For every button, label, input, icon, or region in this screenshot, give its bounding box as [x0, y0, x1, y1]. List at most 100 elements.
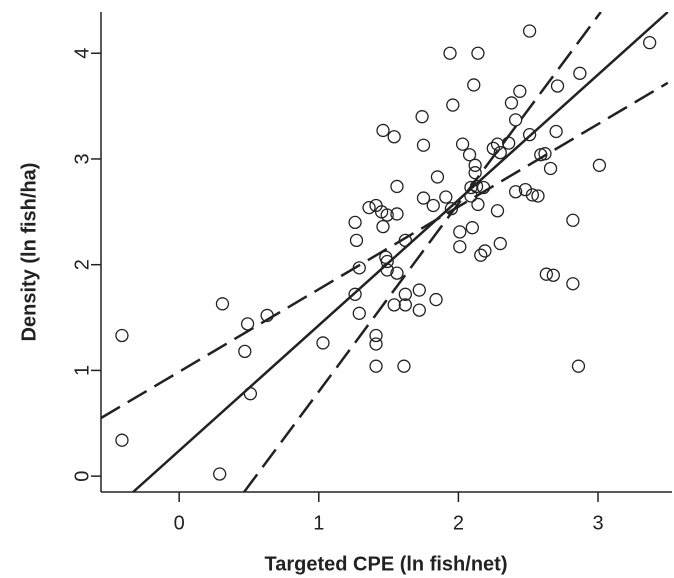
point [426, 198, 440, 213]
point [550, 79, 565, 93]
point [348, 287, 362, 301]
x-tick-label: 1 [313, 512, 324, 534]
point [566, 277, 580, 291]
point [525, 188, 540, 202]
x-tick-label: 2 [453, 512, 464, 534]
point [352, 261, 366, 275]
point [390, 207, 404, 221]
point [215, 297, 230, 311]
point [369, 337, 383, 351]
point [412, 283, 426, 297]
point [398, 233, 412, 248]
point [387, 130, 401, 144]
point [513, 84, 527, 98]
fit-line [132, 12, 669, 492]
point [643, 36, 657, 50]
point [522, 24, 537, 38]
point [380, 208, 394, 222]
point [412, 303, 426, 317]
point [444, 202, 459, 216]
point [502, 136, 516, 150]
dashed-line [101, 81, 669, 420]
point [539, 267, 554, 281]
point [316, 336, 330, 350]
point [592, 158, 607, 172]
point [486, 141, 500, 156]
point [397, 359, 411, 373]
point [522, 127, 537, 142]
point [390, 179, 404, 194]
point [455, 137, 470, 151]
point [240, 317, 255, 331]
point [398, 298, 412, 312]
point [508, 185, 523, 199]
point [243, 387, 258, 401]
point [538, 147, 552, 161]
point [490, 204, 505, 218]
point [543, 161, 558, 176]
point [504, 96, 519, 110]
point [439, 190, 453, 204]
point [465, 221, 480, 235]
point [369, 359, 383, 373]
point [474, 248, 488, 262]
point [462, 148, 477, 162]
point [376, 123, 390, 138]
point [260, 308, 274, 323]
point [362, 200, 376, 215]
point [380, 263, 394, 277]
point [416, 138, 431, 152]
point [348, 215, 362, 230]
point [352, 306, 366, 320]
plot-area [101, 12, 669, 492]
point [508, 113, 523, 127]
point [238, 344, 252, 359]
point [398, 287, 412, 301]
point [476, 180, 491, 195]
point [390, 266, 404, 280]
point [429, 292, 443, 307]
x-tick-label: 0 [174, 512, 185, 534]
point [566, 213, 580, 227]
point [453, 225, 467, 239]
point [478, 244, 492, 258]
point [430, 170, 445, 184]
y-tick-label: 4 [71, 48, 93, 59]
y-tick-label: 1 [71, 365, 93, 376]
point [493, 145, 507, 160]
point [571, 359, 586, 373]
point [376, 219, 390, 234]
point [469, 179, 484, 194]
point [468, 166, 482, 180]
x-axis-title: Targeted CPE (ln fish/net) [265, 553, 508, 575]
point [115, 328, 129, 343]
point [490, 137, 505, 151]
point [213, 467, 227, 481]
y-tick-label: 2 [71, 259, 93, 270]
dashed-line [243, 12, 602, 492]
y-axis-title: Density (ln fish/ha) [18, 163, 40, 342]
x-tick-label: 3 [592, 512, 603, 534]
point [471, 46, 485, 60]
point [443, 46, 457, 60]
y-tick-label: 0 [71, 471, 93, 482]
point [446, 98, 460, 112]
point [416, 191, 431, 205]
point [380, 254, 394, 269]
point [573, 66, 587, 80]
point [415, 110, 429, 124]
point [546, 268, 560, 282]
point [369, 328, 383, 343]
point [471, 197, 485, 212]
point [387, 298, 401, 312]
point [453, 240, 467, 254]
point [115, 433, 129, 447]
point [549, 124, 563, 139]
point [468, 158, 482, 172]
y-tick-label: 3 [71, 153, 93, 164]
point [467, 78, 481, 92]
point [531, 189, 545, 203]
point [493, 236, 507, 251]
point [349, 233, 364, 248]
